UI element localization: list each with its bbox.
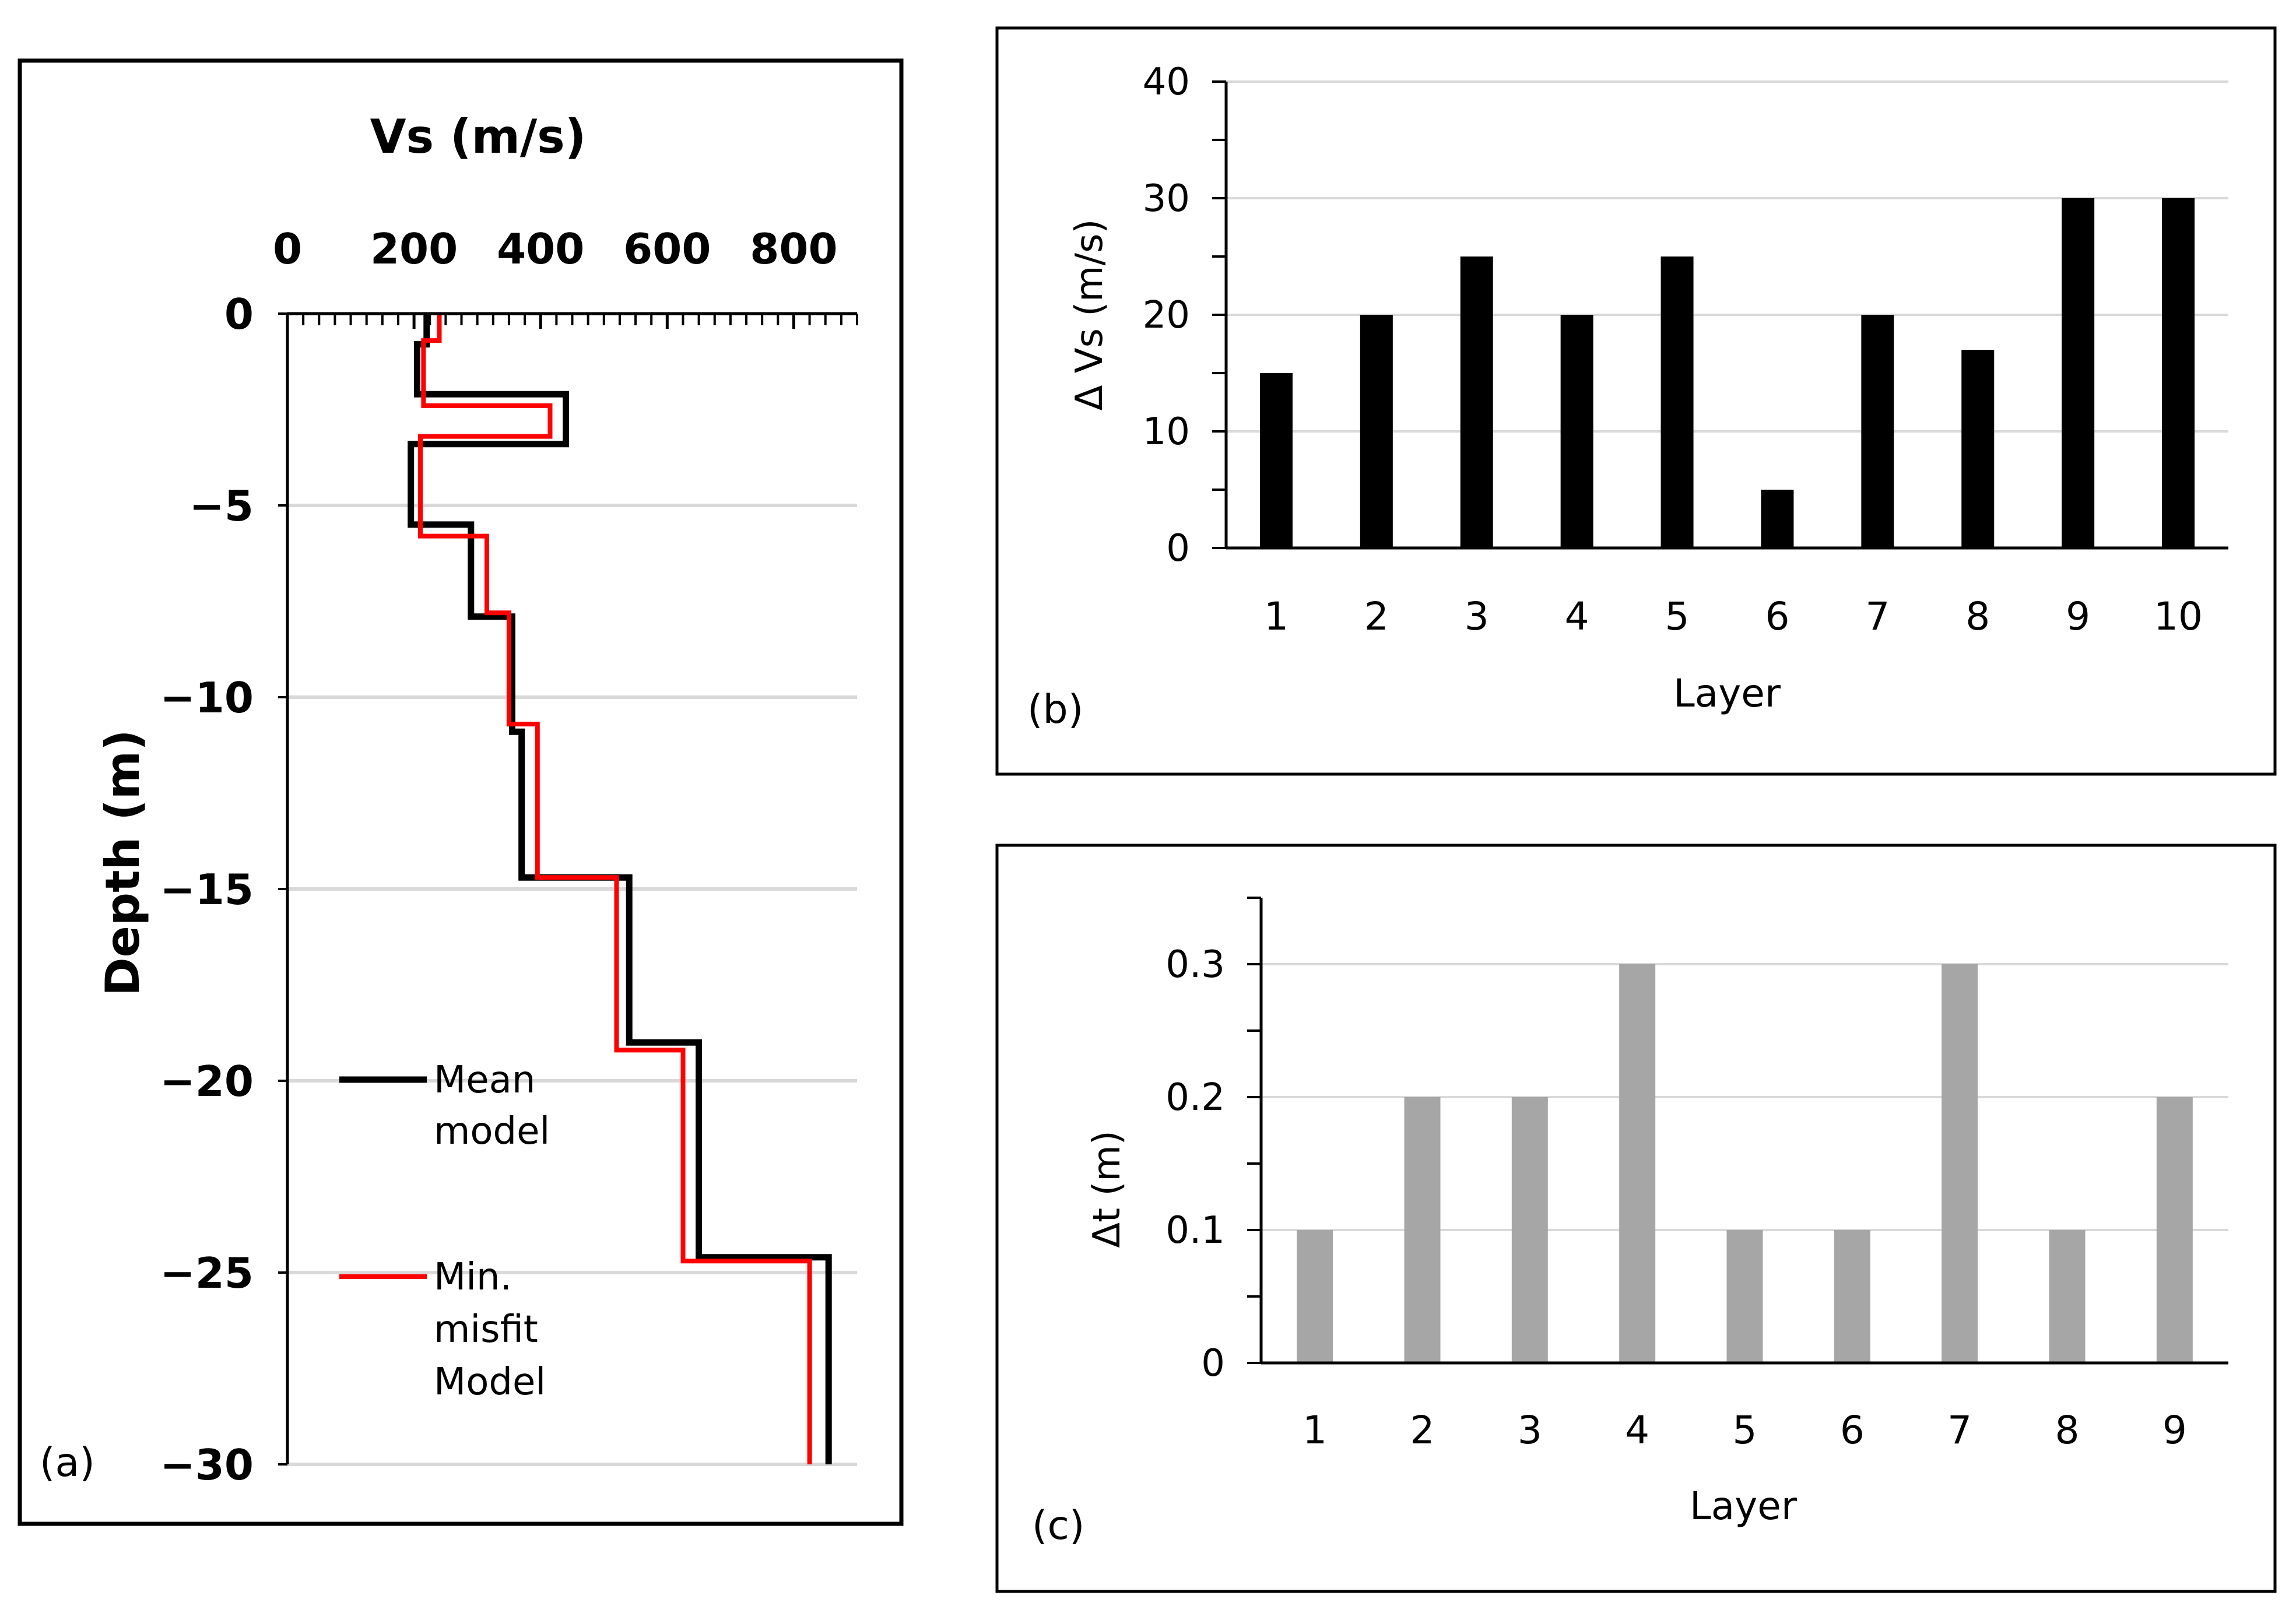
legend-label-min-misfit-2: misfit <box>434 1308 538 1351</box>
panel-b-frame <box>995 26 2277 776</box>
b-xtick-label: 7 <box>1865 594 1890 639</box>
panel-a-frame <box>17 58 904 1526</box>
a-xtick-label: 400 <box>497 224 584 273</box>
c-xtick-label: 9 <box>2162 1408 2187 1453</box>
b-xtick-label: 1 <box>1264 594 1289 639</box>
c-ytick-label: 0.3 <box>1165 943 1225 986</box>
panel-a-ylabel: Depth (m) <box>96 729 150 996</box>
b-xtick-label: 5 <box>1665 594 1690 639</box>
delta-t-panel: 0 0.1 0.2 0.3 1 2 3 4 5 6 7 8 9 Δt (m) Layer (c) <box>995 844 2277 1593</box>
c-xtick-label: 3 <box>1518 1408 1542 1453</box>
a-ytick-label: −10 <box>160 673 254 722</box>
b-bar <box>1761 490 1794 548</box>
panel-b-xlabel: Layer <box>1673 671 1781 716</box>
b-bar <box>1360 315 1393 548</box>
panel-c-xlabel: Layer <box>1690 1484 1798 1528</box>
b-ytick-label: 0 <box>1166 527 1190 570</box>
delta-vs-panel: 0 10 20 30 40 1 2 3 4 5 6 7 8 9 10 Δ Vs (m/s) Layer (… <box>995 26 2277 776</box>
panel-c-frame <box>995 844 2277 1593</box>
c-bar <box>1942 964 1978 1363</box>
panel-c-ylabel: Δt (m) <box>1086 1130 1129 1248</box>
c-bar <box>1297 1230 1333 1363</box>
mean-model-line <box>408 314 832 1464</box>
a-ytick-label: −5 <box>189 482 254 530</box>
a-xtick-label: 0 <box>273 224 302 273</box>
legend-label-mean-2: model <box>434 1110 550 1153</box>
b-xtick-label: 2 <box>1364 594 1389 639</box>
b-xtick-label: 3 <box>1465 594 1489 639</box>
c-ytick-label: 0.2 <box>1165 1076 1225 1119</box>
legend-label-mean-1: Mean <box>434 1059 535 1102</box>
a-ytick-label: −30 <box>160 1440 254 1489</box>
a-ytick-label: −20 <box>160 1057 254 1106</box>
legend-label-min-misfit-3: Model <box>434 1361 546 1404</box>
panel-c-label: (c) <box>1032 1503 1084 1549</box>
c-bar <box>2049 1230 2086 1363</box>
panel-a-title: Vs (m/s) <box>370 110 587 164</box>
c-bar <box>1619 964 1656 1363</box>
depth-profile-panel: 0 200 400 600 800 0 −5 −10 −15 −20 −25 −30 Vs (m/s… <box>17 58 904 1526</box>
panel-b-ylabel: Δ Vs (m/s) <box>1068 219 1111 411</box>
panel-b-label: (b) <box>1027 687 1083 733</box>
b-bar <box>1961 350 1995 548</box>
b-ytick-label: 10 <box>1143 410 1190 454</box>
c-ytick-label: 0 <box>1201 1342 1225 1385</box>
c-bar <box>1834 1230 1870 1363</box>
panel-a-label: (a) <box>40 1440 95 1486</box>
c-xtick-label: 6 <box>1840 1408 1865 1453</box>
c-bar <box>1404 1097 1441 1363</box>
c-bar <box>1511 1097 1548 1363</box>
a-xtick-label: 800 <box>750 224 837 273</box>
a-xtick-label: 200 <box>370 224 458 273</box>
b-xtick-label: 4 <box>1565 594 1589 639</box>
b-ytick-label: 40 <box>1143 61 1190 104</box>
a-ytick-label: 0 <box>224 290 254 339</box>
b-bar <box>1259 373 1293 548</box>
b-xtick-label: 10 <box>2154 594 2203 639</box>
a-ytick-label: −15 <box>160 865 254 914</box>
b-xtick-label: 9 <box>2066 594 2090 639</box>
a-ytick-label: −25 <box>160 1249 254 1298</box>
b-xtick-label: 6 <box>1765 594 1789 639</box>
c-xtick-label: 5 <box>1733 1408 1757 1453</box>
legend-label-min-misfit-1: Min. <box>434 1256 512 1299</box>
legend: Mean model Min. misfit Model <box>339 1059 550 1404</box>
b-bar <box>2162 198 2195 548</box>
b-bar <box>1861 315 1894 548</box>
c-bar <box>2156 1097 2193 1363</box>
c-ytick-label: 0.1 <box>1165 1209 1225 1252</box>
c-xtick-label: 4 <box>1625 1408 1649 1453</box>
b-bar <box>1560 315 1593 548</box>
c-bar <box>1726 1230 1763 1363</box>
a-xtick-label: 600 <box>623 224 711 273</box>
b-xtick-label: 8 <box>1965 594 1990 639</box>
c-xtick-label: 7 <box>1947 1408 1972 1453</box>
c-xtick-label: 2 <box>1410 1408 1435 1453</box>
min-misfit-model-line <box>418 314 812 1464</box>
b-bar <box>1660 256 1694 548</box>
c-xtick-label: 8 <box>2055 1408 2080 1453</box>
b-bar <box>2062 198 2095 548</box>
b-ytick-label: 30 <box>1143 177 1190 220</box>
c-xtick-label: 1 <box>1303 1408 1327 1453</box>
b-ytick-label: 20 <box>1143 294 1190 337</box>
b-bar <box>1460 256 1493 548</box>
